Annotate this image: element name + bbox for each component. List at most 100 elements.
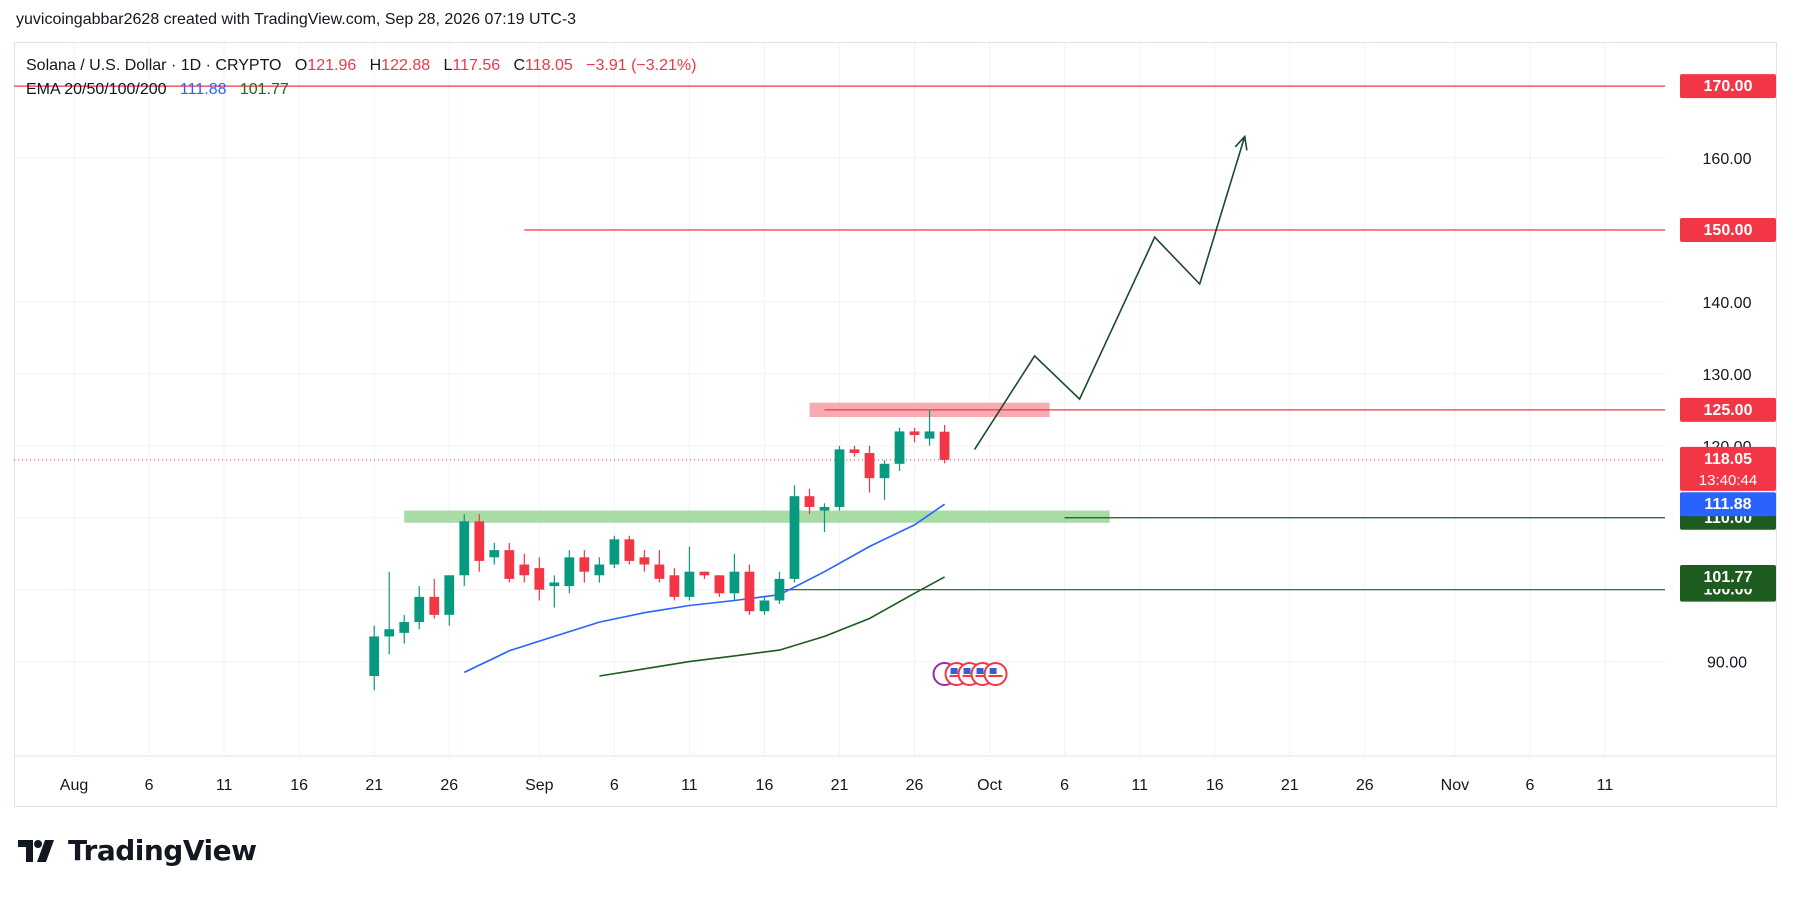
time-axis-label: 6	[145, 777, 154, 794]
candle-body	[429, 596, 440, 615]
last-price-tag-bg	[1680, 446, 1776, 491]
level-price-tag: 125.00	[1704, 402, 1753, 419]
symbol-label[interactable]: Solana / U.S. Dollar · 1D · CRYPTO	[26, 57, 282, 74]
candle-body	[549, 582, 560, 587]
tradingview-wordmark: TradingView	[68, 834, 257, 867]
candle-body	[744, 571, 755, 612]
candle-body	[399, 622, 410, 633]
ema20-value: 111.88	[179, 81, 227, 98]
candle-body	[459, 521, 470, 576]
candle-body	[489, 550, 500, 558]
candle-body	[369, 636, 380, 676]
candle-body	[789, 496, 800, 579]
time-axis-label: 11	[216, 777, 233, 794]
candle-body	[609, 539, 620, 565]
level-price-tag-bg	[1680, 74, 1776, 99]
candle-body	[774, 578, 785, 601]
candle-body	[519, 564, 530, 576]
level-price-tag-bg	[1680, 397, 1776, 422]
candle-body	[699, 571, 710, 576]
price-axis-label: 90.00	[1707, 655, 1747, 672]
candle-body	[849, 449, 860, 454]
last-price-tag: 118.05	[1704, 451, 1752, 468]
candle-body	[654, 564, 665, 579]
level-price-tag: 170.00	[1704, 78, 1753, 95]
candle-body	[729, 571, 740, 594]
candle-body	[834, 449, 845, 507]
candle-body	[594, 564, 605, 576]
low-label: L	[443, 57, 453, 74]
candle-body	[759, 600, 770, 612]
time-axis-label: Nov	[1441, 777, 1469, 794]
us-flag-icon	[950, 668, 958, 674]
time-axis-label: 21	[831, 777, 849, 794]
candle-body	[864, 453, 875, 479]
ema20-line	[463, 503, 946, 674]
ema50-value: 101.77	[239, 81, 289, 98]
open-value: 121.96	[307, 57, 357, 74]
low-value: 117.56	[452, 57, 501, 74]
candle-body	[564, 557, 575, 587]
open-label: O	[294, 57, 308, 74]
candle-body	[894, 431, 905, 464]
candle-body	[414, 596, 425, 623]
level-price-tag: 150.00	[1704, 222, 1753, 239]
price-zone	[404, 510, 1110, 523]
high-value: 122.88	[381, 57, 431, 74]
level-price-tag-bg	[1680, 218, 1776, 243]
time-axis-label: 6	[1525, 777, 1534, 794]
candle-body	[474, 521, 485, 561]
candle-body	[819, 506, 830, 511]
us-flag-icon	[989, 668, 997, 674]
ema50-line	[599, 576, 945, 677]
projection-path	[973, 136, 1246, 450]
time-axis-label: 26	[906, 777, 924, 794]
time-axis-label: 16	[1206, 777, 1224, 794]
price-axis-label: 130.00	[1703, 367, 1752, 384]
time-axis-label: 11	[1131, 777, 1148, 794]
ohlc-row: Solana / U.S. Dollar · 1D · CRYPTO O121.…	[26, 54, 696, 78]
ema-price-tag: 101.77	[1704, 569, 1753, 586]
ema-price-tag: 111.88	[1704, 496, 1751, 513]
time-axis-label: 26	[440, 777, 458, 794]
projection-arrowhead	[1234, 134, 1248, 151]
candle-body	[504, 550, 515, 579]
candle-body	[534, 568, 545, 590]
high-label: H	[369, 57, 382, 74]
ema-row: EMA 20/50/100/200 111.88 101.77	[26, 78, 696, 102]
us-flag-icon	[963, 668, 971, 674]
time-axis-label: Aug	[60, 777, 88, 794]
candle-body	[879, 463, 890, 479]
candle-body	[384, 629, 395, 637]
time-axis-label: Sep	[525, 777, 554, 794]
candle-body	[579, 557, 590, 572]
bar-countdown: 13:40:44	[1699, 472, 1757, 489]
time-axis-label: 21	[365, 777, 383, 794]
candle-body	[924, 431, 935, 439]
price-axis-label: 140.00	[1703, 295, 1752, 312]
time-axis-label: 6	[610, 777, 619, 794]
ema-label[interactable]: EMA 20/50/100/200	[26, 81, 167, 98]
candle-body	[909, 431, 920, 436]
us-flag-icon	[976, 668, 984, 674]
time-axis-label: 11	[681, 777, 698, 794]
time-axis-label: 16	[756, 777, 774, 794]
close-value: 118.05	[525, 57, 573, 74]
time-axis-label: 11	[1597, 777, 1614, 794]
time-axis-label: Oct	[977, 777, 1002, 794]
chart-attribution: yuvicoingabbar2628 created with TradingV…	[16, 11, 577, 28]
candle-body	[639, 557, 650, 565]
chart-legend: Solana / U.S. Dollar · 1D · CRYPTO O121.…	[26, 54, 696, 102]
tradingview-brand[interactable]: TradingView	[18, 834, 257, 867]
change-value: −3.91 (−3.21%)	[586, 57, 697, 74]
time-axis-label: 26	[1356, 777, 1374, 794]
ema-price-tag-bg	[1680, 564, 1776, 589]
candle-body	[684, 571, 695, 597]
time-axis-label: 6	[1060, 777, 1069, 794]
candle-body	[669, 575, 680, 597]
chart-frame[interactable]	[14, 42, 1777, 807]
candle-body	[939, 431, 950, 460]
time-axis-label: 16	[290, 777, 308, 794]
candle-body	[444, 575, 455, 615]
